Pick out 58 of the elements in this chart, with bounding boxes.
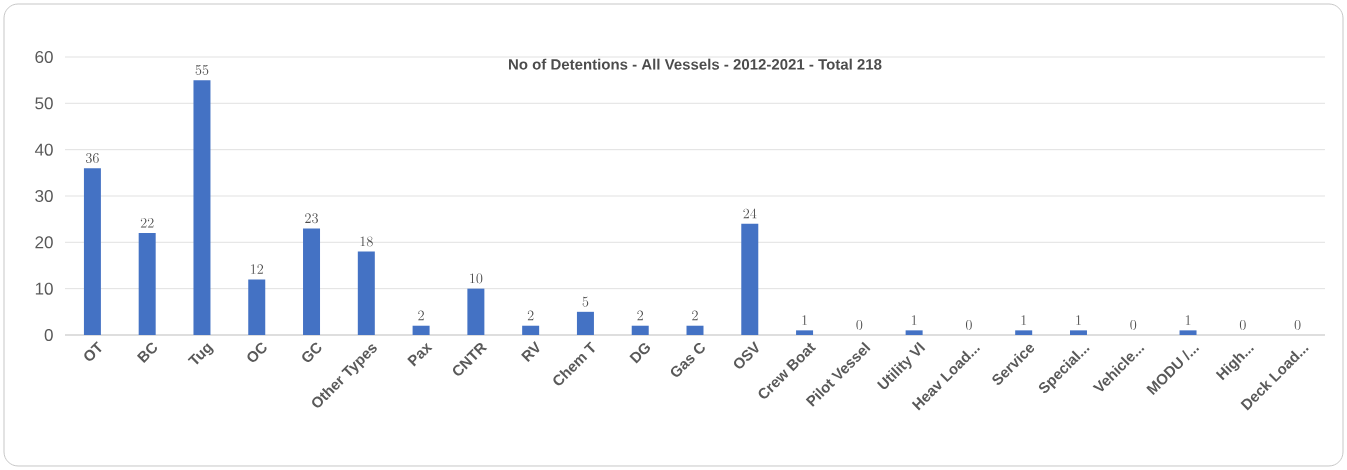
bar — [83, 168, 101, 335]
bar — [905, 330, 923, 335]
bar — [1015, 330, 1033, 335]
bar — [357, 251, 375, 335]
bar — [796, 330, 814, 335]
data-label: 1 — [1185, 315, 1191, 325]
data-label: 1 — [1076, 315, 1081, 325]
data-label: 55 — [195, 65, 209, 75]
data-label: 1 — [911, 315, 917, 325]
data-label: 0 — [1130, 319, 1137, 330]
x-tick-label: OT — [84, 341, 102, 361]
bar — [467, 288, 485, 335]
x-tick-label: Tug — [187, 343, 214, 365]
data-label: 1 — [802, 315, 807, 325]
data-label: 2 — [527, 310, 534, 321]
bar — [522, 325, 540, 335]
data-label: 18 — [360, 236, 373, 247]
data-label: 5 — [582, 296, 589, 307]
bar — [1069, 330, 1087, 335]
data-label: 0 — [1239, 319, 1246, 330]
data-label: 0 — [965, 319, 972, 330]
x-tick-label: OC — [247, 342, 267, 362]
data-label: 36 — [85, 153, 99, 163]
x-tick-label: BC — [136, 342, 157, 363]
data-label: 24 — [743, 208, 757, 219]
bar — [576, 311, 594, 335]
bar — [138, 233, 156, 335]
data-label: 1 — [1021, 315, 1027, 325]
y-tick-label: 60 — [35, 50, 53, 64]
data-label: 0 — [1294, 319, 1301, 330]
bar — [248, 279, 266, 335]
x-tick-label: RV — [521, 341, 540, 363]
y-tick-label: 30 — [35, 189, 53, 203]
y-tick-label: 50 — [35, 97, 53, 110]
y-tick-label: 40 — [34, 143, 53, 156]
data-label: 12 — [251, 264, 264, 274]
y-tick-label: 20 — [35, 236, 53, 249]
bar — [303, 228, 321, 335]
bar — [631, 325, 649, 335]
x-tick-label: DG — [629, 343, 651, 364]
bar — [1179, 330, 1197, 335]
data-label: 0 — [856, 319, 863, 330]
y-tick-label: 10 — [35, 282, 53, 295]
data-label: 2 — [692, 310, 698, 321]
x-tick-label: GC — [302, 342, 322, 362]
data-label: 2 — [418, 310, 424, 321]
data-label: 23 — [305, 213, 318, 224]
chart-title: No of Detentions - All Vessels - 2012-2021 - Total 218 — [509, 58, 882, 70]
bar — [193, 80, 211, 335]
x-tick-label: Pax — [407, 342, 433, 367]
data-label: 10 — [470, 273, 483, 284]
bar — [412, 325, 430, 335]
y-tick-label: 0 — [44, 328, 53, 342]
bar — [741, 223, 759, 335]
x-tick-label: Gas C — [670, 342, 705, 377]
bar — [686, 325, 704, 335]
data-label: 2 — [637, 310, 644, 321]
data-label: 22 — [140, 217, 154, 228]
